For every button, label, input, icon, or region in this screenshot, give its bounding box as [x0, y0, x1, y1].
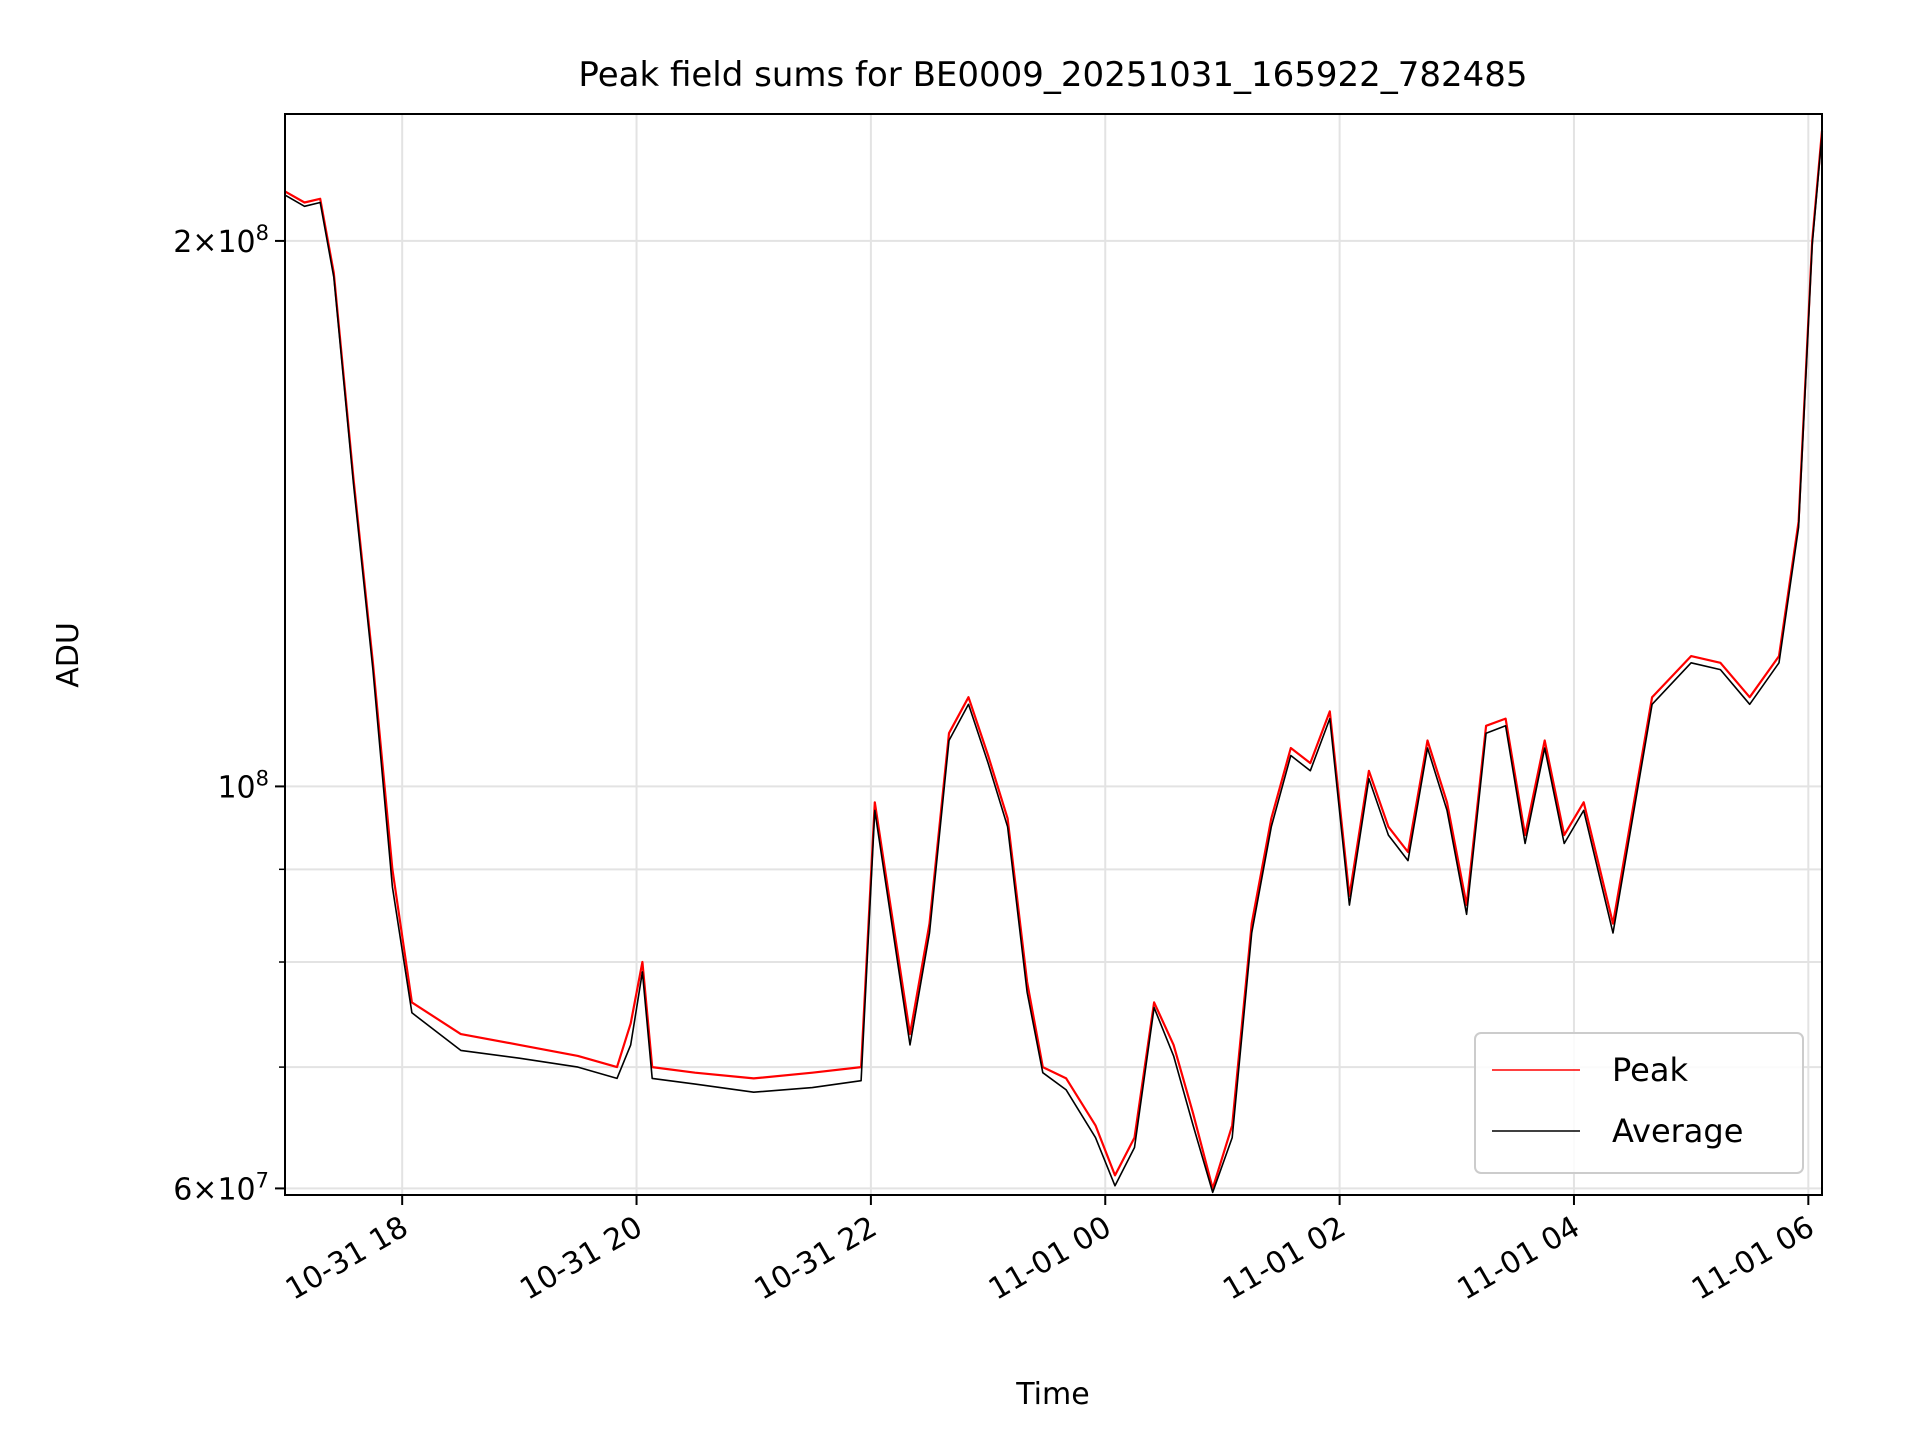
series-line-average	[284, 134, 1823, 1194]
legend-box	[1474, 1032, 1804, 1174]
plot-frame	[284, 113, 1823, 1196]
series-layer	[284, 130, 1824, 1194]
y-axis-label: ADU	[51, 622, 86, 688]
y-tick-label: 2×108	[173, 221, 269, 260]
y-axis: 6×107 108 2×108	[173, 221, 285, 1207]
chart-title: Peak field sums for BE0009_20251031_1659…	[578, 55, 1527, 95]
y-tick-label: 6×107	[173, 1168, 269, 1207]
legend-label-peak: Peak	[1612, 1051, 1688, 1089]
x-axis-label: Time	[1015, 1377, 1089, 1412]
legend: Peak Average	[1474, 1032, 1804, 1174]
y-tick-label: 108	[217, 766, 269, 805]
legend-label-average: Average	[1612, 1112, 1743, 1150]
series-line-peak	[284, 130, 1824, 1190]
